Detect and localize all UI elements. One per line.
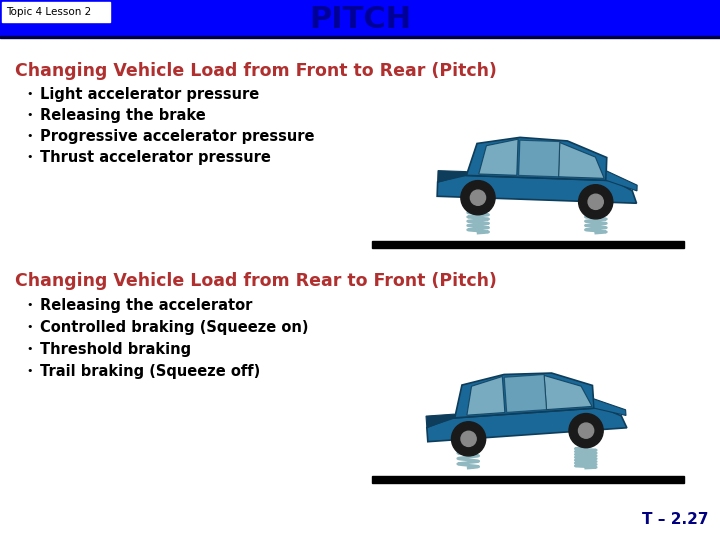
- Text: Trail braking (Squeeze off): Trail braking (Squeeze off): [40, 364, 260, 379]
- Text: Topic 4 Lesson 2: Topic 4 Lesson 2: [6, 7, 91, 17]
- Text: Changing Vehicle Load from Front to Rear (Pitch): Changing Vehicle Load from Front to Rear…: [15, 62, 497, 80]
- Text: Releasing the accelerator: Releasing the accelerator: [40, 298, 253, 313]
- Polygon shape: [479, 139, 518, 176]
- Circle shape: [579, 185, 613, 219]
- Text: •: •: [27, 300, 33, 310]
- Polygon shape: [544, 375, 592, 409]
- Text: Changing Vehicle Load from Rear to Front (Pitch): Changing Vehicle Load from Rear to Front…: [15, 272, 497, 290]
- Text: •: •: [27, 366, 33, 376]
- Circle shape: [461, 180, 495, 215]
- Circle shape: [588, 194, 603, 210]
- Circle shape: [451, 422, 486, 456]
- Bar: [0, 0, 720, 36]
- Text: Releasing the brake: Releasing the brake: [40, 108, 206, 123]
- Text: •: •: [27, 322, 33, 332]
- Circle shape: [578, 423, 594, 438]
- Text: •: •: [27, 131, 33, 141]
- Text: •: •: [27, 110, 33, 120]
- Polygon shape: [455, 373, 594, 418]
- Text: Light accelerator pressure: Light accelerator pressure: [40, 87, 259, 102]
- Circle shape: [569, 414, 603, 448]
- Text: T – 2.27: T – 2.27: [642, 512, 708, 527]
- Text: •: •: [27, 89, 33, 99]
- Bar: [372, 476, 684, 483]
- Polygon shape: [593, 399, 626, 415]
- Polygon shape: [426, 414, 455, 428]
- FancyBboxPatch shape: [2, 2, 110, 22]
- Text: •: •: [27, 152, 33, 162]
- Bar: [0, 36, 720, 38]
- Text: Thrust accelerator pressure: Thrust accelerator pressure: [40, 150, 271, 165]
- Polygon shape: [427, 408, 627, 442]
- Text: PITCH: PITCH: [309, 4, 411, 33]
- Text: Threshold braking: Threshold braking: [40, 342, 191, 357]
- Polygon shape: [437, 176, 636, 203]
- Polygon shape: [504, 375, 546, 413]
- Polygon shape: [467, 376, 505, 415]
- Polygon shape: [438, 171, 467, 182]
- Circle shape: [470, 190, 485, 205]
- Bar: [372, 241, 684, 248]
- Text: Progressive accelerator pressure: Progressive accelerator pressure: [40, 129, 315, 144]
- Polygon shape: [467, 137, 607, 180]
- Text: •: •: [27, 344, 33, 354]
- Text: Controlled braking (Squeeze on): Controlled braking (Squeeze on): [40, 320, 308, 335]
- Polygon shape: [559, 143, 604, 178]
- Polygon shape: [606, 171, 637, 191]
- Circle shape: [461, 431, 476, 447]
- Polygon shape: [518, 140, 559, 177]
